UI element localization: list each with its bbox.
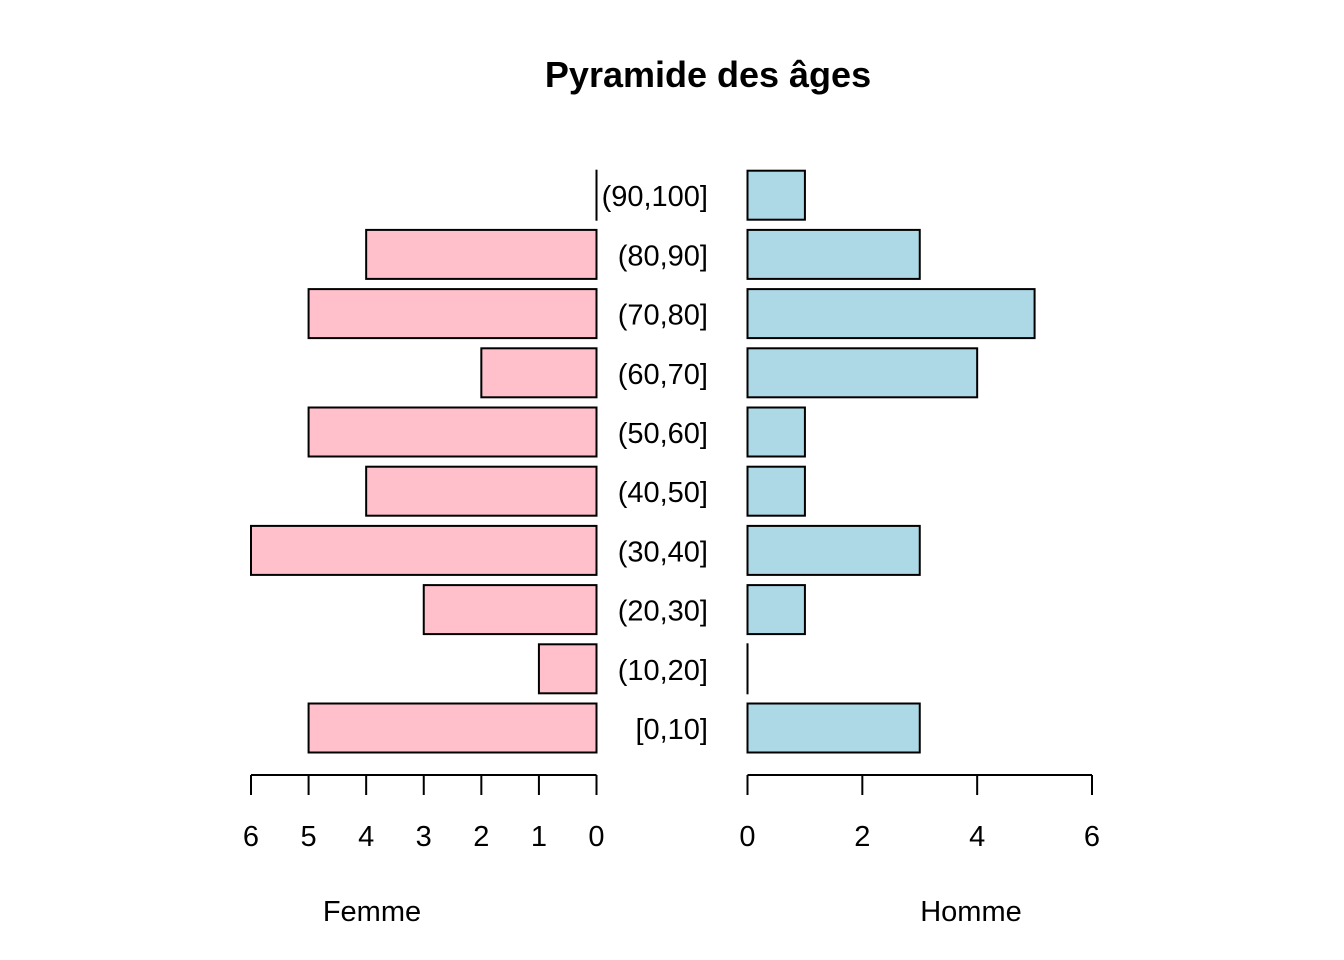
femme-panel: 0 1 2 3 4 5 6 (243, 169, 605, 853)
femme-bar (250, 524, 598, 576)
homme-bar (746, 288, 1036, 340)
homme-tick-label: 2 (854, 821, 870, 853)
homme-bar (746, 228, 921, 280)
femme-bar (422, 584, 598, 636)
homme-panel: 0 2 4 6 (739, 169, 1100, 853)
femme-axis-title: Femme (323, 896, 421, 928)
chart-title: Pyramide des âges (545, 54, 871, 95)
femme-tick-label: 4 (358, 821, 374, 853)
femme-tick-label: 6 (243, 821, 259, 853)
femme-tick-label: 0 (588, 821, 604, 853)
homme-bar (746, 406, 806, 458)
age-group-label: (10,20] (618, 655, 708, 687)
age-group-label: (20,30] (618, 596, 708, 628)
femme-bar (480, 347, 598, 399)
femme-tick-label: 3 (416, 821, 432, 853)
homme-bar (746, 465, 806, 517)
homme-bar (746, 169, 806, 221)
femme-tick-label: 1 (531, 821, 547, 853)
age-group-label: (60,70] (618, 359, 708, 391)
homme-tick-label: 6 (1084, 821, 1100, 853)
age-group-label: (30,40] (618, 536, 708, 568)
age-group-label: (50,60] (618, 418, 708, 450)
age-group-label: (80,90] (618, 240, 708, 272)
femme-tick-label: 5 (301, 821, 317, 853)
homme-bar (746, 347, 979, 399)
age-group-label: (40,50] (618, 477, 708, 509)
femme-bar (365, 465, 598, 517)
femme-bar (307, 288, 598, 340)
age-group-labels: [0,10] (10,20] (20,30] (30,40] (40,50] (50,60… (602, 181, 708, 746)
homme-tick-label: 0 (739, 821, 755, 853)
age-group-label: (90,100] (602, 181, 708, 213)
homme-axis-title: Homme (920, 896, 1022, 928)
age-group-label: (70,80] (618, 300, 708, 332)
age-group-label: [0,10] (635, 714, 708, 746)
femme-bar (537, 643, 598, 695)
femme-bar (307, 702, 598, 754)
homme-bar (746, 702, 921, 754)
homme-bar (746, 524, 921, 576)
femme-tick-label: 2 (473, 821, 489, 853)
femme-bar (365, 228, 598, 280)
homme-tick-label: 4 (969, 821, 985, 853)
femme-bar (307, 406, 598, 458)
homme-bar (746, 584, 806, 636)
